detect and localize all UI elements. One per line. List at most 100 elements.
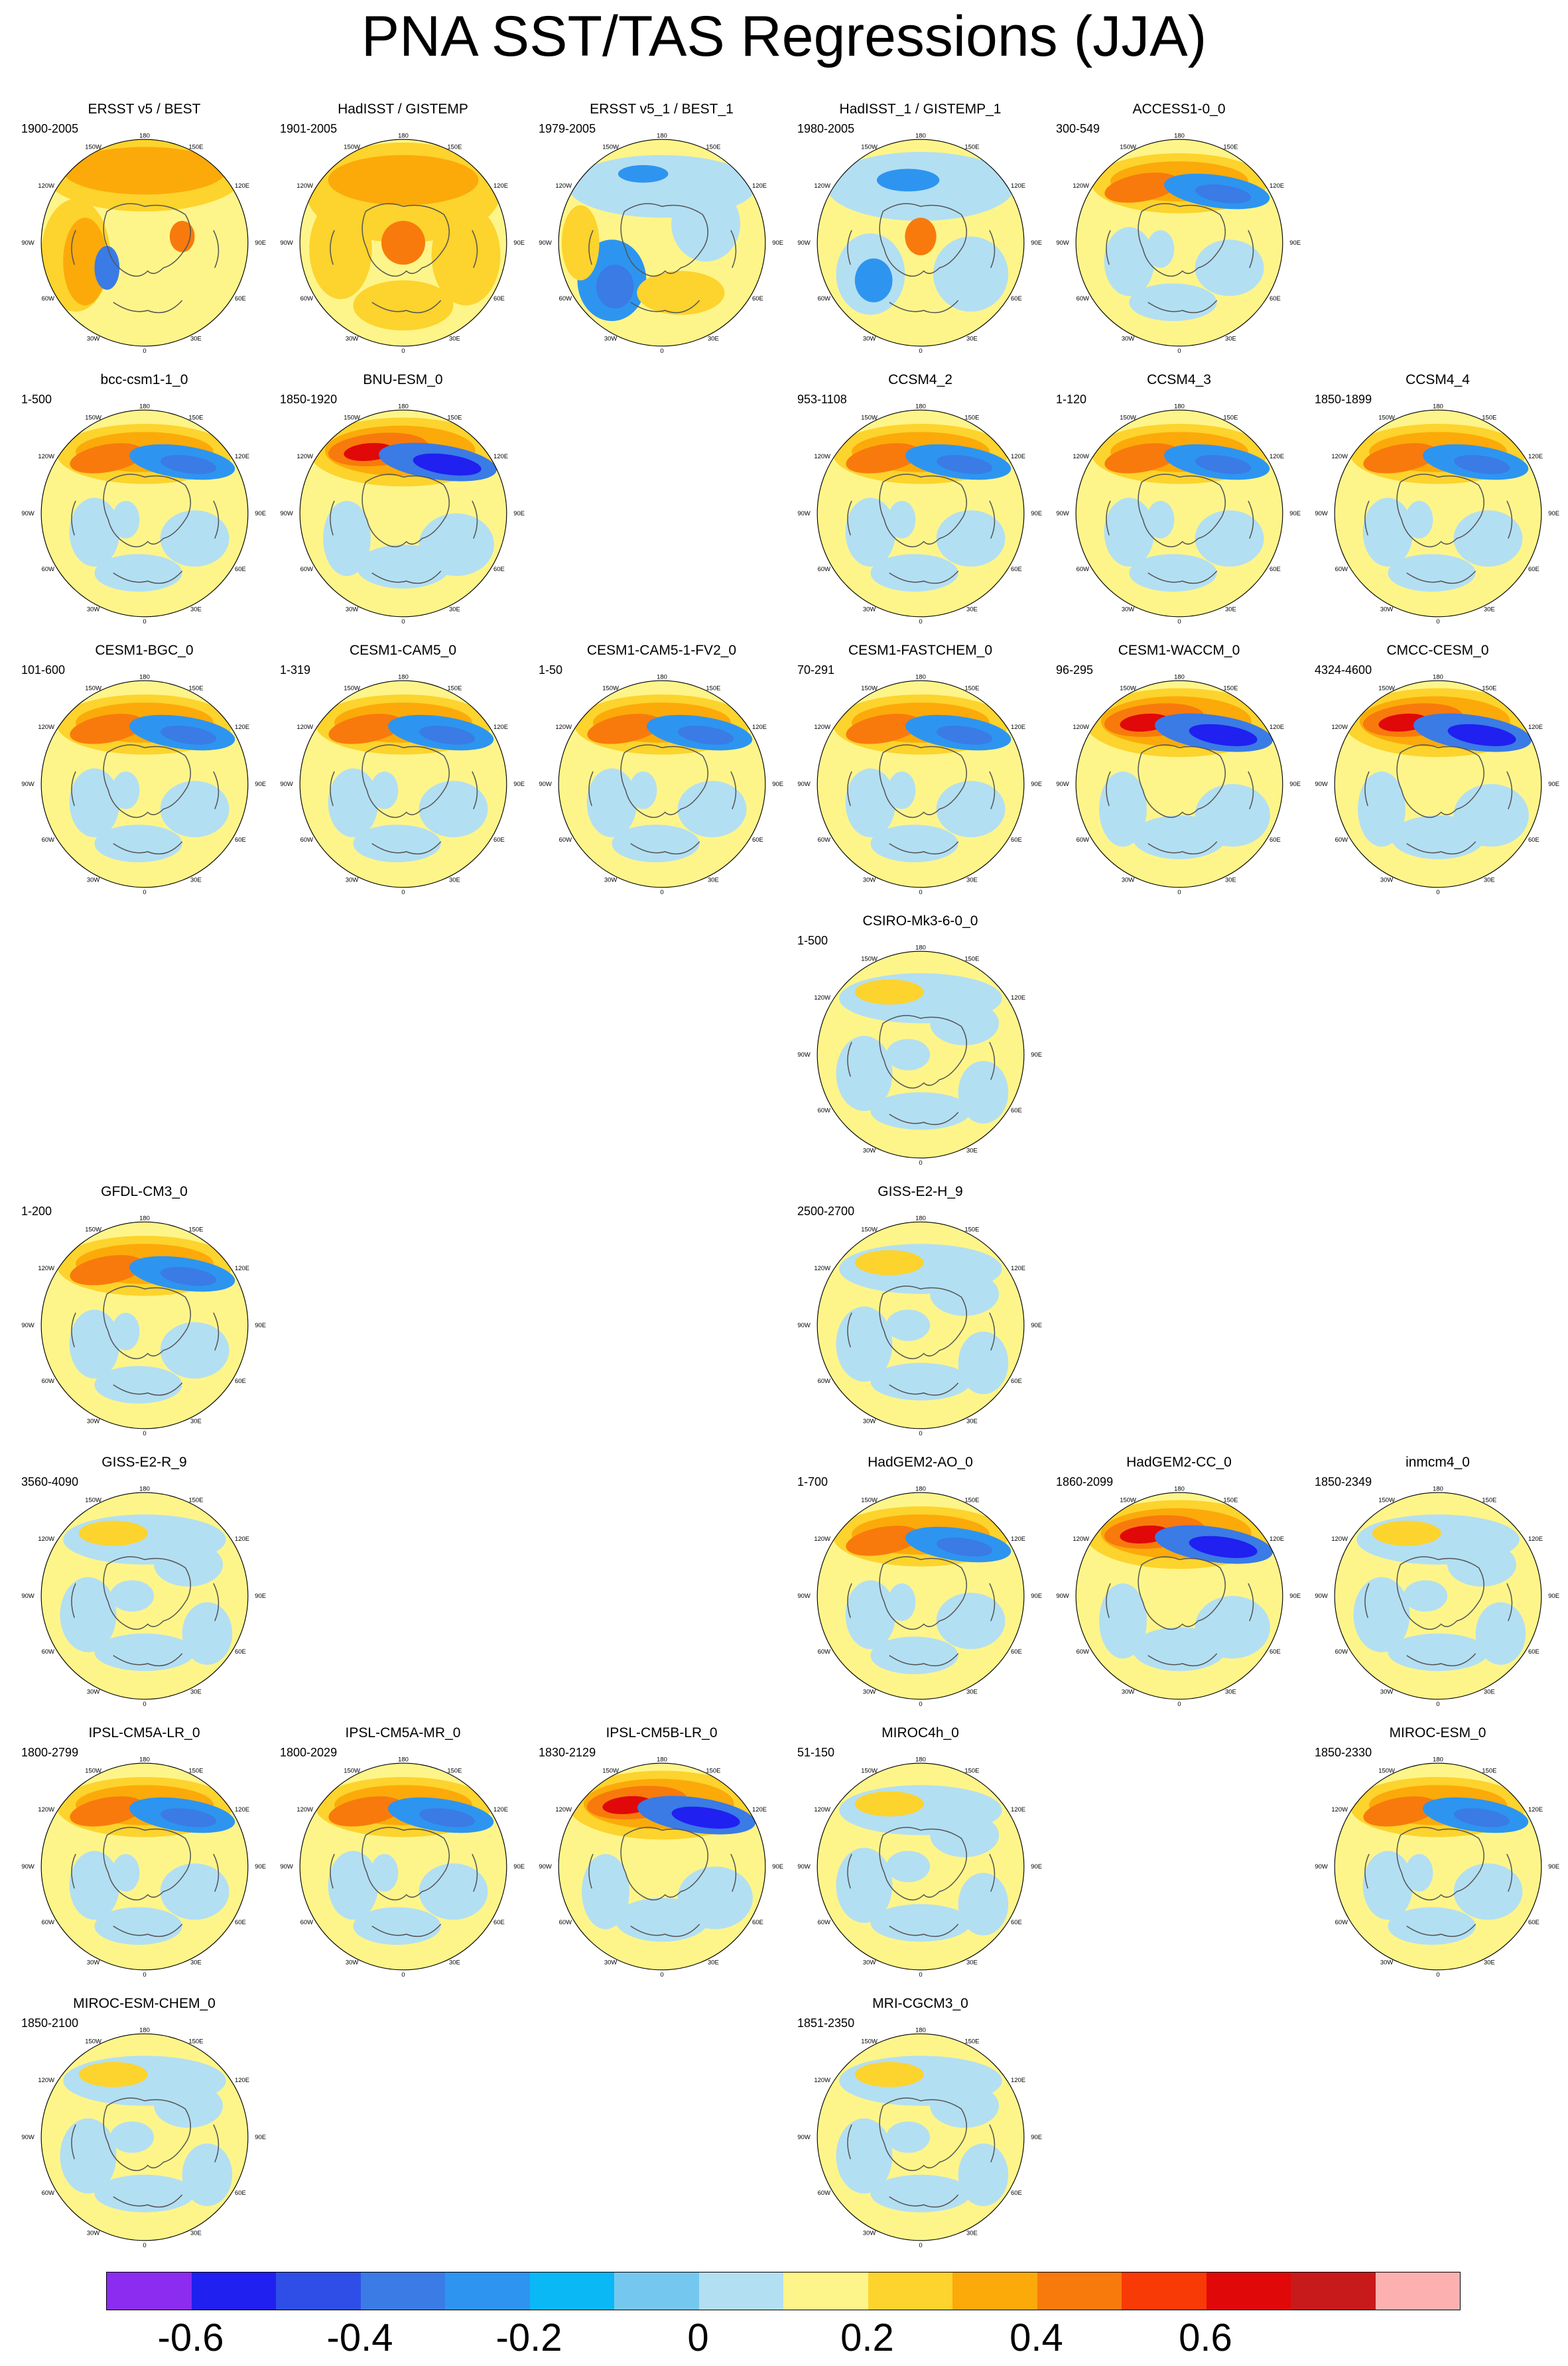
panel-years: 1800-2029 bbox=[280, 1746, 338, 1759]
longitude-label: 180 bbox=[139, 1756, 150, 1763]
longitude-label: 120W bbox=[814, 453, 830, 460]
longitude-label: 30E bbox=[1484, 1688, 1495, 1695]
coastline bbox=[1106, 744, 1254, 855]
polar-map: 180 0 90W 90E 150W 120W 150E 120E 60W 30W 60E 30E bbox=[797, 132, 1042, 355]
longitude-label: 0 bbox=[919, 2242, 922, 2249]
map-panel: HadISST / GISTEMP 1901-2005 180 0 90W 90E 150W… bbox=[279, 101, 527, 355]
panel-years: 1800-2799 bbox=[21, 1746, 79, 1759]
coastline bbox=[588, 203, 737, 314]
longitude-label: 150E bbox=[964, 955, 979, 962]
anomaly-region bbox=[582, 1854, 629, 1930]
longitude-label: 60W bbox=[300, 295, 313, 302]
longitude-label: 30W bbox=[87, 1688, 99, 1695]
anomaly-region bbox=[70, 1255, 145, 1285]
anomaly-region bbox=[1104, 443, 1179, 474]
map-border bbox=[817, 1221, 1025, 1429]
longitude-label: 0 bbox=[1436, 1701, 1439, 1708]
anomaly-region bbox=[413, 453, 482, 476]
longitude-label: 90W bbox=[280, 1863, 293, 1871]
longitude-label: 0 bbox=[401, 889, 405, 896]
anomaly-region bbox=[958, 1873, 1009, 1936]
longitude-label: 150W bbox=[602, 1767, 619, 1774]
longitude-label: 90E bbox=[1289, 1593, 1301, 1600]
anomaly-region bbox=[169, 220, 195, 253]
map-panel: BNU-ESM_0 1850-1920 180 0 90W 90E 150W 120W 150E… bbox=[279, 371, 527, 625]
coastline bbox=[1364, 1556, 1513, 1667]
longitude-label: 120W bbox=[555, 182, 572, 190]
panel-title: ERSST v5_1 / BEST_1 bbox=[590, 101, 734, 117]
map-border bbox=[299, 409, 507, 618]
longitude-label: 180 bbox=[915, 132, 926, 139]
longitude-label: 30W bbox=[87, 876, 99, 884]
map-border bbox=[558, 680, 766, 888]
longitude-label: 60E bbox=[1011, 295, 1022, 302]
longitude-label: 30W bbox=[863, 335, 876, 342]
longitude-label: 60E bbox=[235, 295, 246, 302]
polar-map: 180 0 90W 90E 150W 120W 150E 120E 60W 30W 60E 30E bbox=[280, 1756, 525, 1979]
panel-years: 1830-2129 bbox=[539, 1746, 596, 1759]
longitude-label: 60W bbox=[1077, 1648, 1089, 1656]
longitude-label: 150W bbox=[602, 143, 619, 151]
anomaly-region bbox=[309, 198, 372, 299]
map-border bbox=[40, 1221, 249, 1429]
anomaly-region bbox=[419, 781, 488, 838]
anomaly-region bbox=[836, 1306, 893, 1382]
anomaly-region bbox=[958, 1331, 1009, 1394]
longitude-label: 30W bbox=[863, 1959, 876, 1966]
longitude-label: 90E bbox=[1289, 239, 1301, 247]
longitude-label: 0 bbox=[660, 348, 663, 355]
longitude-label: 120E bbox=[1011, 2077, 1025, 2084]
longitude-label: 120E bbox=[752, 724, 767, 731]
longitude-label: 90W bbox=[797, 2134, 810, 2141]
anomaly-region bbox=[1453, 1863, 1523, 1920]
longitude-label: 90W bbox=[1315, 1863, 1327, 1871]
anomaly-region bbox=[1405, 501, 1433, 539]
map-panel: CESM1-CAM5_0 1-319 180 0 90W 90E 150W 120W 150E 1… bbox=[279, 642, 527, 896]
longitude-label: 30E bbox=[708, 1959, 719, 1966]
longitude-label: 90W bbox=[797, 239, 810, 247]
longitude-label: 180 bbox=[139, 673, 150, 681]
anomaly-region bbox=[182, 1602, 233, 1665]
polar-map: 180 0 90W 90E 150W 120W 150E 120E 60W 30W 60E 30E bbox=[1315, 673, 1559, 896]
longitude-label: 30E bbox=[449, 335, 460, 342]
colorbar-swatch bbox=[783, 2272, 868, 2310]
longitude-label: 60W bbox=[1077, 836, 1089, 844]
longitude-label: 120W bbox=[1073, 1536, 1089, 1543]
longitude-label: 120W bbox=[296, 1806, 313, 1813]
coastline bbox=[71, 2097, 220, 2208]
anomaly-region bbox=[70, 1796, 145, 1827]
map-border bbox=[1334, 409, 1542, 618]
map-panel: bcc-csm1-1_0 1-500 180 0 90W 90E 150W 120W 150E 1… bbox=[20, 371, 269, 625]
anomaly-region bbox=[936, 510, 1006, 567]
map-panel: IPSL-CM5B-LR_0 1830-2129 180 0 90W 90E 150W 120… bbox=[537, 1725, 786, 1979]
longitude-label: 180 bbox=[1433, 1485, 1443, 1492]
anomaly-region bbox=[160, 781, 229, 838]
longitude-label: 0 bbox=[919, 348, 922, 355]
anomaly-region bbox=[154, 2083, 224, 2128]
panel-title: HadGEM2-CC_0 bbox=[1126, 1455, 1232, 1470]
panel-years: 300-549 bbox=[1056, 122, 1100, 135]
longitude-label: 0 bbox=[1177, 348, 1181, 355]
longitude-label: 60W bbox=[559, 295, 572, 302]
longitude-label: 150E bbox=[188, 2038, 203, 2045]
map-panel: CSIRO-Mk3-6-0_0 1-500 180 0 90W 90E 150W 120W 15… bbox=[796, 913, 1045, 1167]
panel-years: 1-700 bbox=[797, 1475, 828, 1488]
longitude-label: 30W bbox=[87, 1959, 99, 1966]
longitude-label: 60E bbox=[1528, 836, 1539, 844]
anomaly-region bbox=[328, 1851, 379, 1920]
panel-title: MIROC-ESM-CHEM_0 bbox=[73, 1996, 216, 2011]
anomaly-region bbox=[70, 443, 145, 474]
longitude-label: 60W bbox=[559, 836, 572, 844]
polar-map: 180 0 90W 90E 150W 120W 150E 120E 60W 30W 60E 30E bbox=[1315, 1485, 1559, 1708]
colorbar-swatch bbox=[360, 2272, 445, 2310]
longitude-label: 60E bbox=[752, 836, 763, 844]
anomaly-region bbox=[618, 164, 669, 183]
longitude-label: 30W bbox=[87, 2229, 99, 2237]
longitude-label: 150W bbox=[344, 1767, 360, 1774]
longitude-label: 120W bbox=[1073, 724, 1089, 731]
polar-map: 180 0 90W 90E 150W 120W 150E 120E 60W 30W 60E 30E bbox=[539, 132, 783, 355]
longitude-label: 150W bbox=[1120, 414, 1136, 421]
longitude-label: 60W bbox=[42, 1378, 54, 1385]
longitude-label: 90E bbox=[1031, 510, 1042, 517]
panel-years: 1980-2005 bbox=[797, 122, 855, 135]
